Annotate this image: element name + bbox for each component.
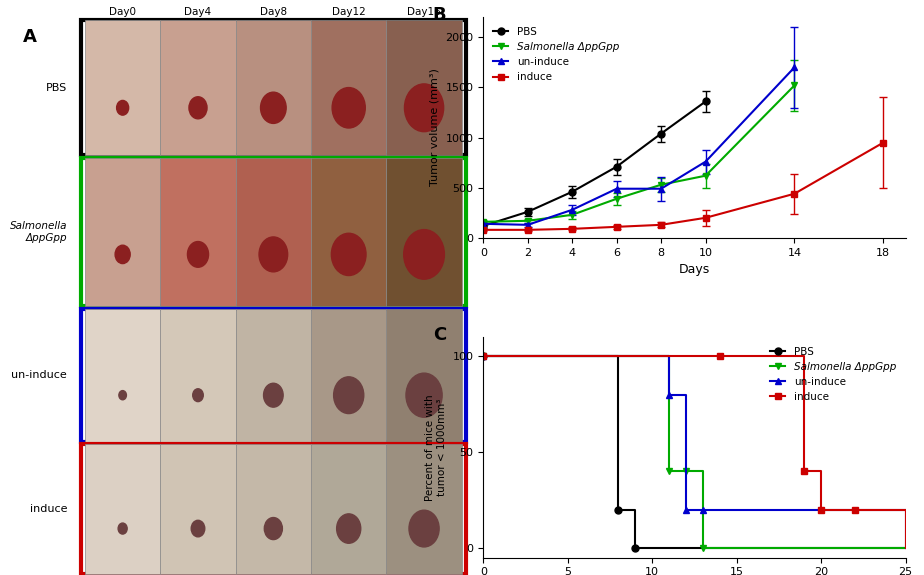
Circle shape <box>188 242 209 267</box>
Circle shape <box>406 373 443 417</box>
Line: un-induce: un-induce <box>480 353 706 513</box>
Circle shape <box>263 384 283 407</box>
un-induce <box>663 391 675 398</box>
Circle shape <box>405 84 444 132</box>
FancyBboxPatch shape <box>85 444 161 574</box>
FancyBboxPatch shape <box>161 158 236 306</box>
Circle shape <box>332 87 365 128</box>
Circle shape <box>116 101 128 115</box>
FancyBboxPatch shape <box>386 309 462 442</box>
Circle shape <box>119 390 127 400</box>
FancyBboxPatch shape <box>386 158 462 306</box>
FancyBboxPatch shape <box>311 444 386 574</box>
FancyBboxPatch shape <box>85 158 161 306</box>
Y-axis label: Percent of mice with
tumor < 1000mm³: Percent of mice with tumor < 1000mm³ <box>425 394 447 501</box>
FancyBboxPatch shape <box>386 444 462 574</box>
FancyBboxPatch shape <box>311 158 386 306</box>
Legend: PBS, Salmonella ΔppGpp, un-induce, induce: PBS, Salmonella ΔppGpp, un-induce, induc… <box>489 22 624 86</box>
Circle shape <box>193 389 203 401</box>
Text: C: C <box>432 326 446 344</box>
FancyBboxPatch shape <box>161 444 236 574</box>
Text: Salmonella
ΔppGpp: Salmonella ΔppGpp <box>10 221 67 243</box>
un-induce <box>680 507 691 513</box>
Circle shape <box>259 237 287 272</box>
X-axis label: Days: Days <box>679 263 710 276</box>
PBS <box>478 353 489 360</box>
Text: Day16: Day16 <box>407 7 441 17</box>
Text: Day12: Day12 <box>332 7 366 17</box>
Text: B: B <box>432 6 446 24</box>
Circle shape <box>116 245 130 263</box>
Circle shape <box>334 377 364 413</box>
induce <box>816 507 827 513</box>
FancyBboxPatch shape <box>85 309 161 442</box>
FancyBboxPatch shape <box>85 20 161 155</box>
Text: Day4: Day4 <box>185 7 212 17</box>
induce <box>478 353 489 360</box>
Legend: PBS, Salmonella ΔppGpp, un-induce, induce: PBS, Salmonella ΔppGpp, un-induce, induc… <box>766 342 900 407</box>
induce <box>849 507 860 513</box>
Circle shape <box>336 514 360 543</box>
un-induce <box>478 353 489 360</box>
FancyBboxPatch shape <box>236 444 311 574</box>
Circle shape <box>409 510 439 547</box>
Line: Salmonella ΔppGpp: Salmonella ΔppGpp <box>480 353 706 551</box>
Text: un-induce: un-induce <box>11 370 67 380</box>
Circle shape <box>118 523 128 534</box>
Line: PBS: PBS <box>480 353 638 551</box>
Text: PBS: PBS <box>46 83 67 93</box>
Circle shape <box>332 233 366 275</box>
Line: induce: induce <box>480 353 858 513</box>
PBS <box>630 545 641 551</box>
induce <box>798 468 809 475</box>
FancyBboxPatch shape <box>161 309 236 442</box>
FancyBboxPatch shape <box>311 309 386 442</box>
Text: Day8: Day8 <box>260 7 287 17</box>
Salmonella ΔppGpp <box>478 353 489 360</box>
Circle shape <box>264 518 283 539</box>
un-induce <box>698 507 709 513</box>
Circle shape <box>188 97 207 119</box>
FancyBboxPatch shape <box>311 20 386 155</box>
induce <box>714 353 725 360</box>
Text: induce: induce <box>30 504 67 514</box>
PBS <box>613 507 624 513</box>
FancyBboxPatch shape <box>236 158 311 306</box>
Salmonella ΔppGpp <box>663 468 675 475</box>
Y-axis label: Tumor volume (mm³): Tumor volume (mm³) <box>430 68 440 186</box>
Text: Day0: Day0 <box>109 7 136 17</box>
Circle shape <box>191 520 205 537</box>
Salmonella ΔppGpp <box>680 468 691 475</box>
Circle shape <box>404 229 444 279</box>
Text: A: A <box>23 28 37 46</box>
FancyBboxPatch shape <box>236 309 311 442</box>
Salmonella ΔppGpp <box>698 545 709 551</box>
FancyBboxPatch shape <box>236 20 311 155</box>
FancyBboxPatch shape <box>386 20 462 155</box>
FancyBboxPatch shape <box>161 20 236 155</box>
Circle shape <box>261 92 286 124</box>
